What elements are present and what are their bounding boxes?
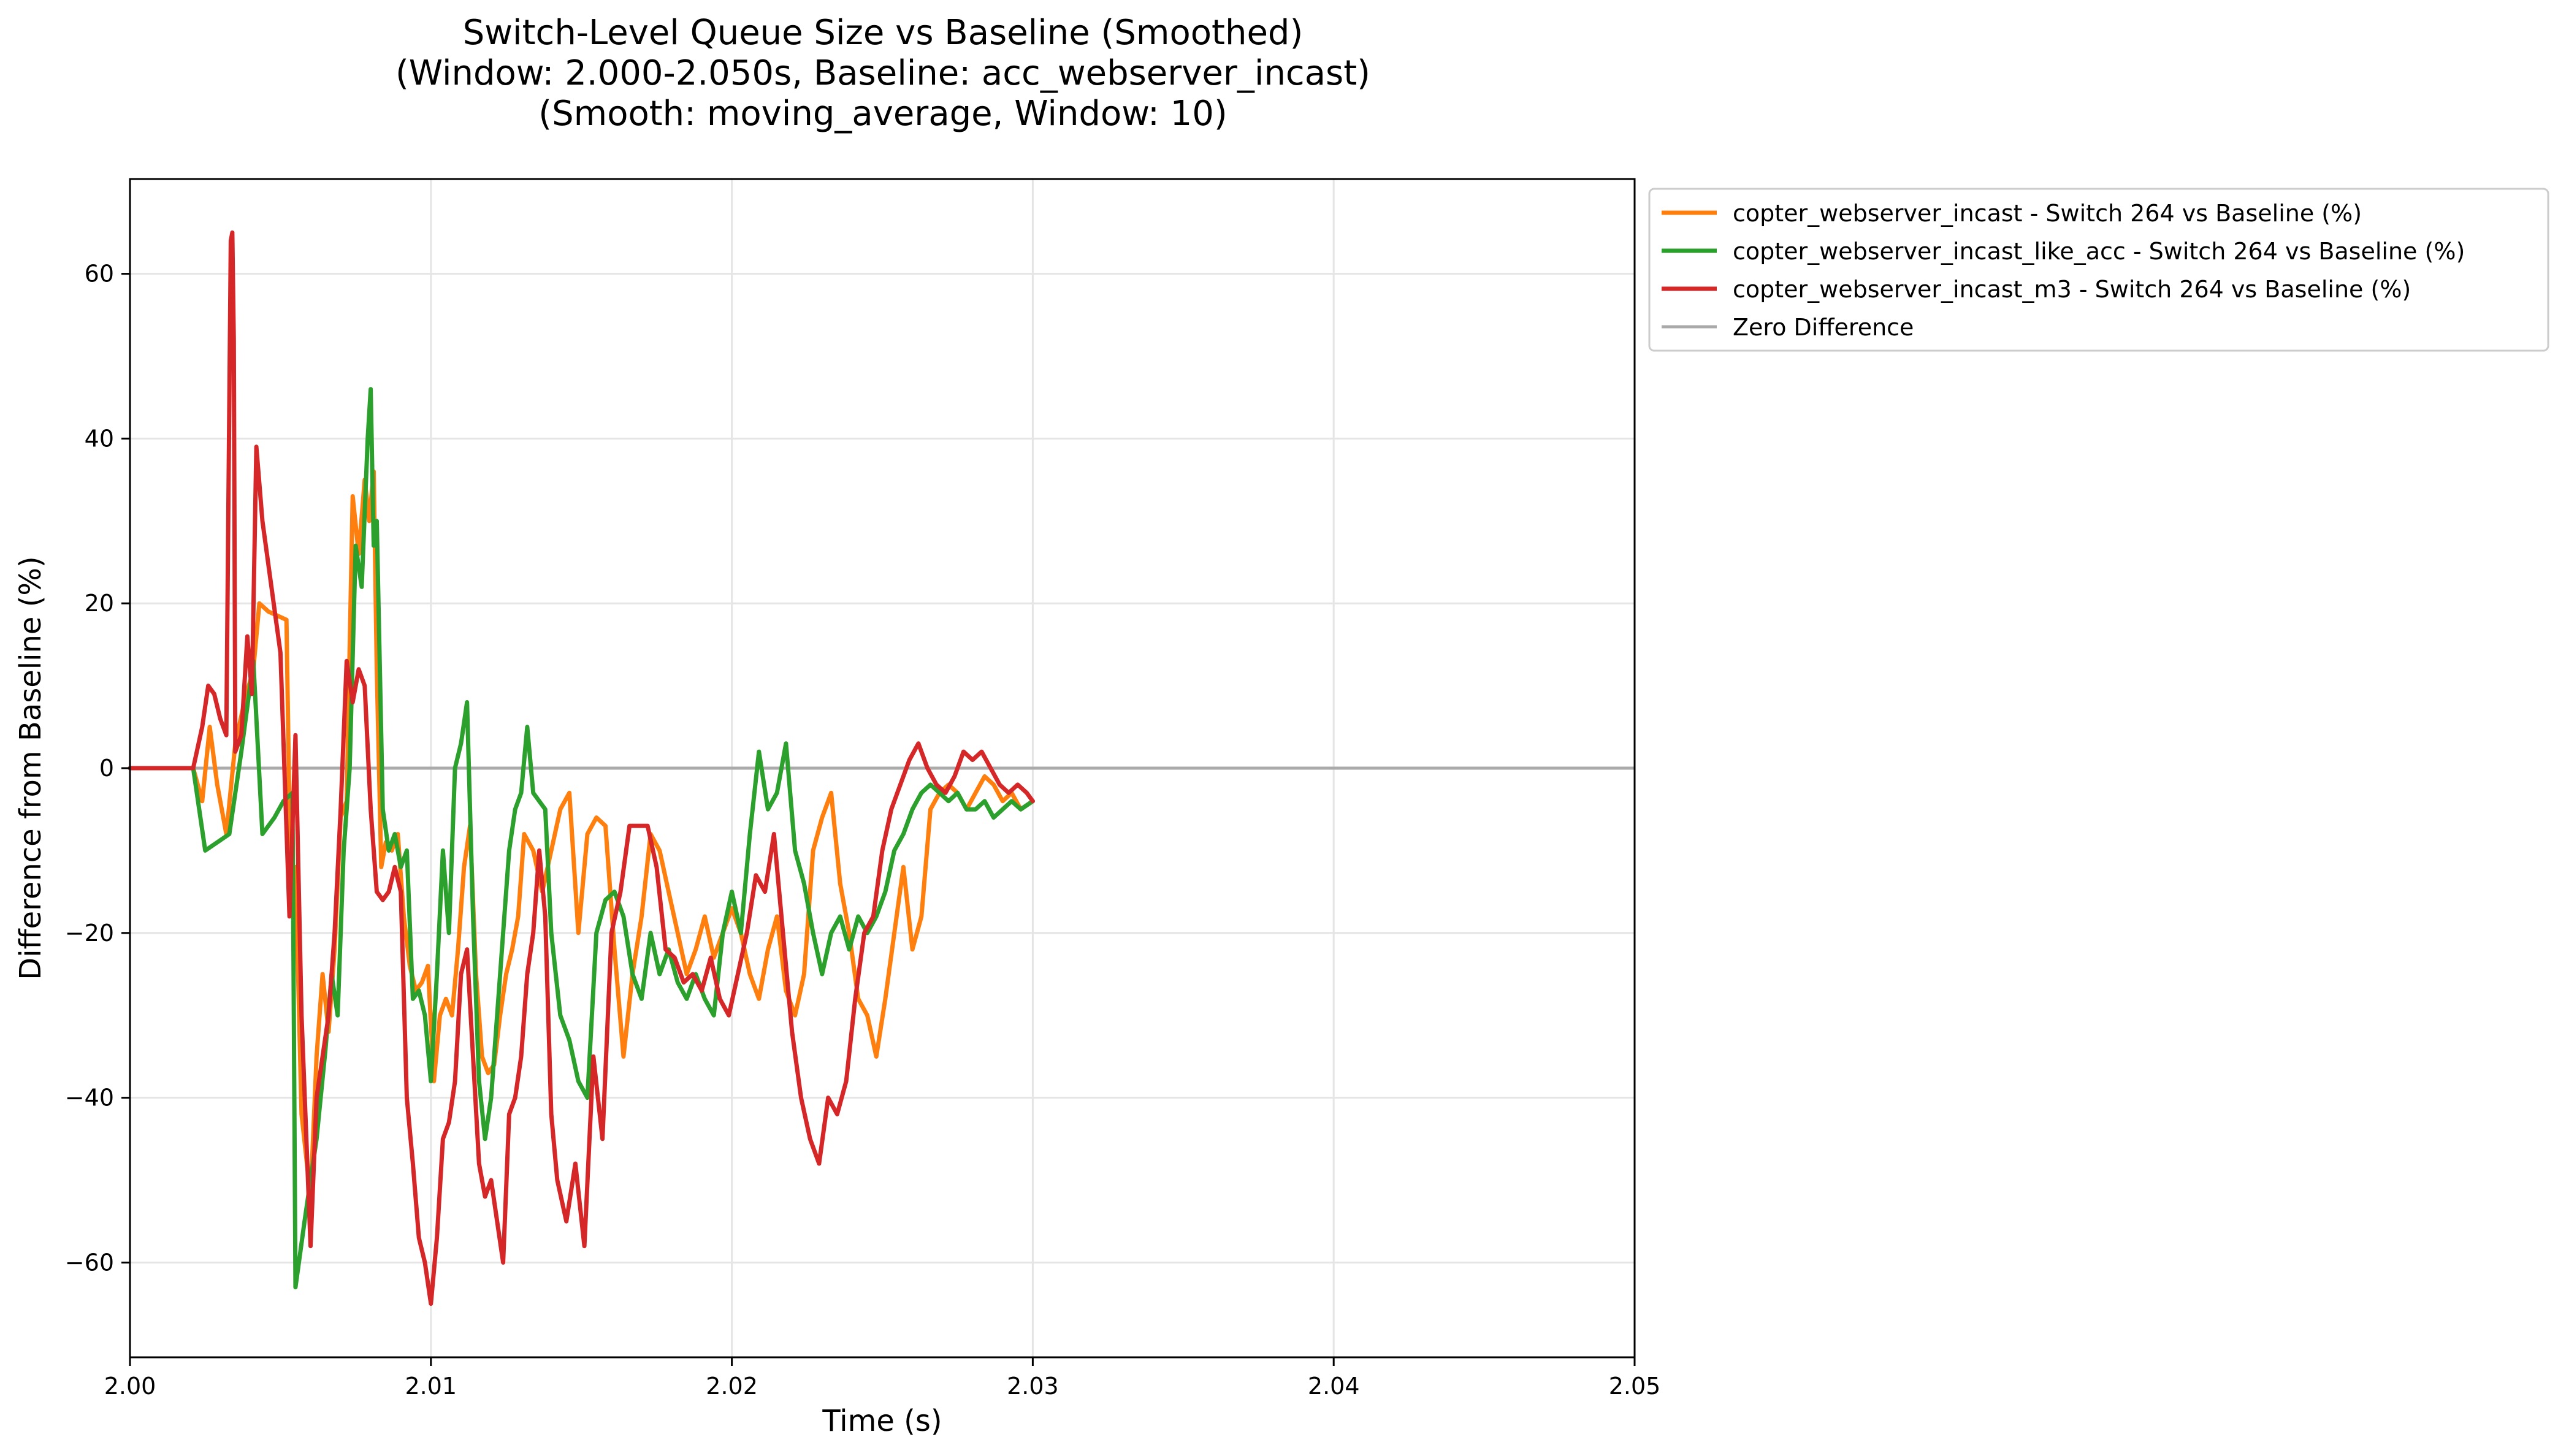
x-tick-label-4: 2.04: [1308, 1373, 1360, 1400]
series-lines: [128, 230, 1035, 1306]
legend-label-zero-line: Zero Difference: [1733, 314, 1914, 341]
chart-title-line-2: (Window: 2.000-2.050s, Baseline: acc_web…: [395, 53, 1370, 93]
y-tick-label-6: 60: [85, 261, 114, 288]
y-tick-label-2: −20: [65, 920, 114, 947]
legend-label-series-1: copter_webserver_incast - Switch 264 vs …: [1733, 200, 2362, 227]
y-tick-label-3: 0: [99, 755, 114, 782]
y-axis-label: Difference from Baseline (%): [13, 556, 48, 980]
chart-title: Switch-Level Queue Size vs Baseline (Smo…: [395, 13, 1370, 134]
legend-label-series-2: copter_webserver_incast_like_acc - Switc…: [1733, 238, 2465, 265]
y-tick-label-1: −40: [65, 1084, 114, 1111]
x-tick-label-2: 2.02: [706, 1373, 758, 1400]
series-line-3: [128, 230, 1035, 1306]
legend: copter_webserver_incast - Switch 264 vs …: [1648, 188, 2549, 352]
y-tick-label-4: 20: [85, 590, 114, 617]
series-line-2: [128, 387, 1035, 1290]
x-axis-label: Time (s): [822, 1404, 942, 1438]
y-tick-label-5: 40: [85, 425, 114, 452]
chart-title-line-1: Switch-Level Queue Size vs Baseline (Smo…: [463, 13, 1304, 53]
x-tick-label-5: 2.05: [1609, 1373, 1661, 1400]
legend-label-series-3: copter_webserver_incast_m3 - Switch 264 …: [1733, 276, 2411, 303]
x-tick-label-0: 2.00: [104, 1373, 156, 1400]
x-tick-label-3: 2.03: [1007, 1373, 1059, 1400]
y-tick-label-0: −60: [65, 1249, 114, 1276]
x-tick-label-1: 2.01: [405, 1373, 457, 1400]
chart-title-line-3: (Smooth: moving_average, Window: 10): [538, 94, 1227, 134]
axis-ticks: 2.00 2.01 2.02 2.03 2.04 2.05 −60 −40 −20 0 20 40 60: [65, 261, 1661, 1400]
legend-box: [1648, 188, 2549, 352]
